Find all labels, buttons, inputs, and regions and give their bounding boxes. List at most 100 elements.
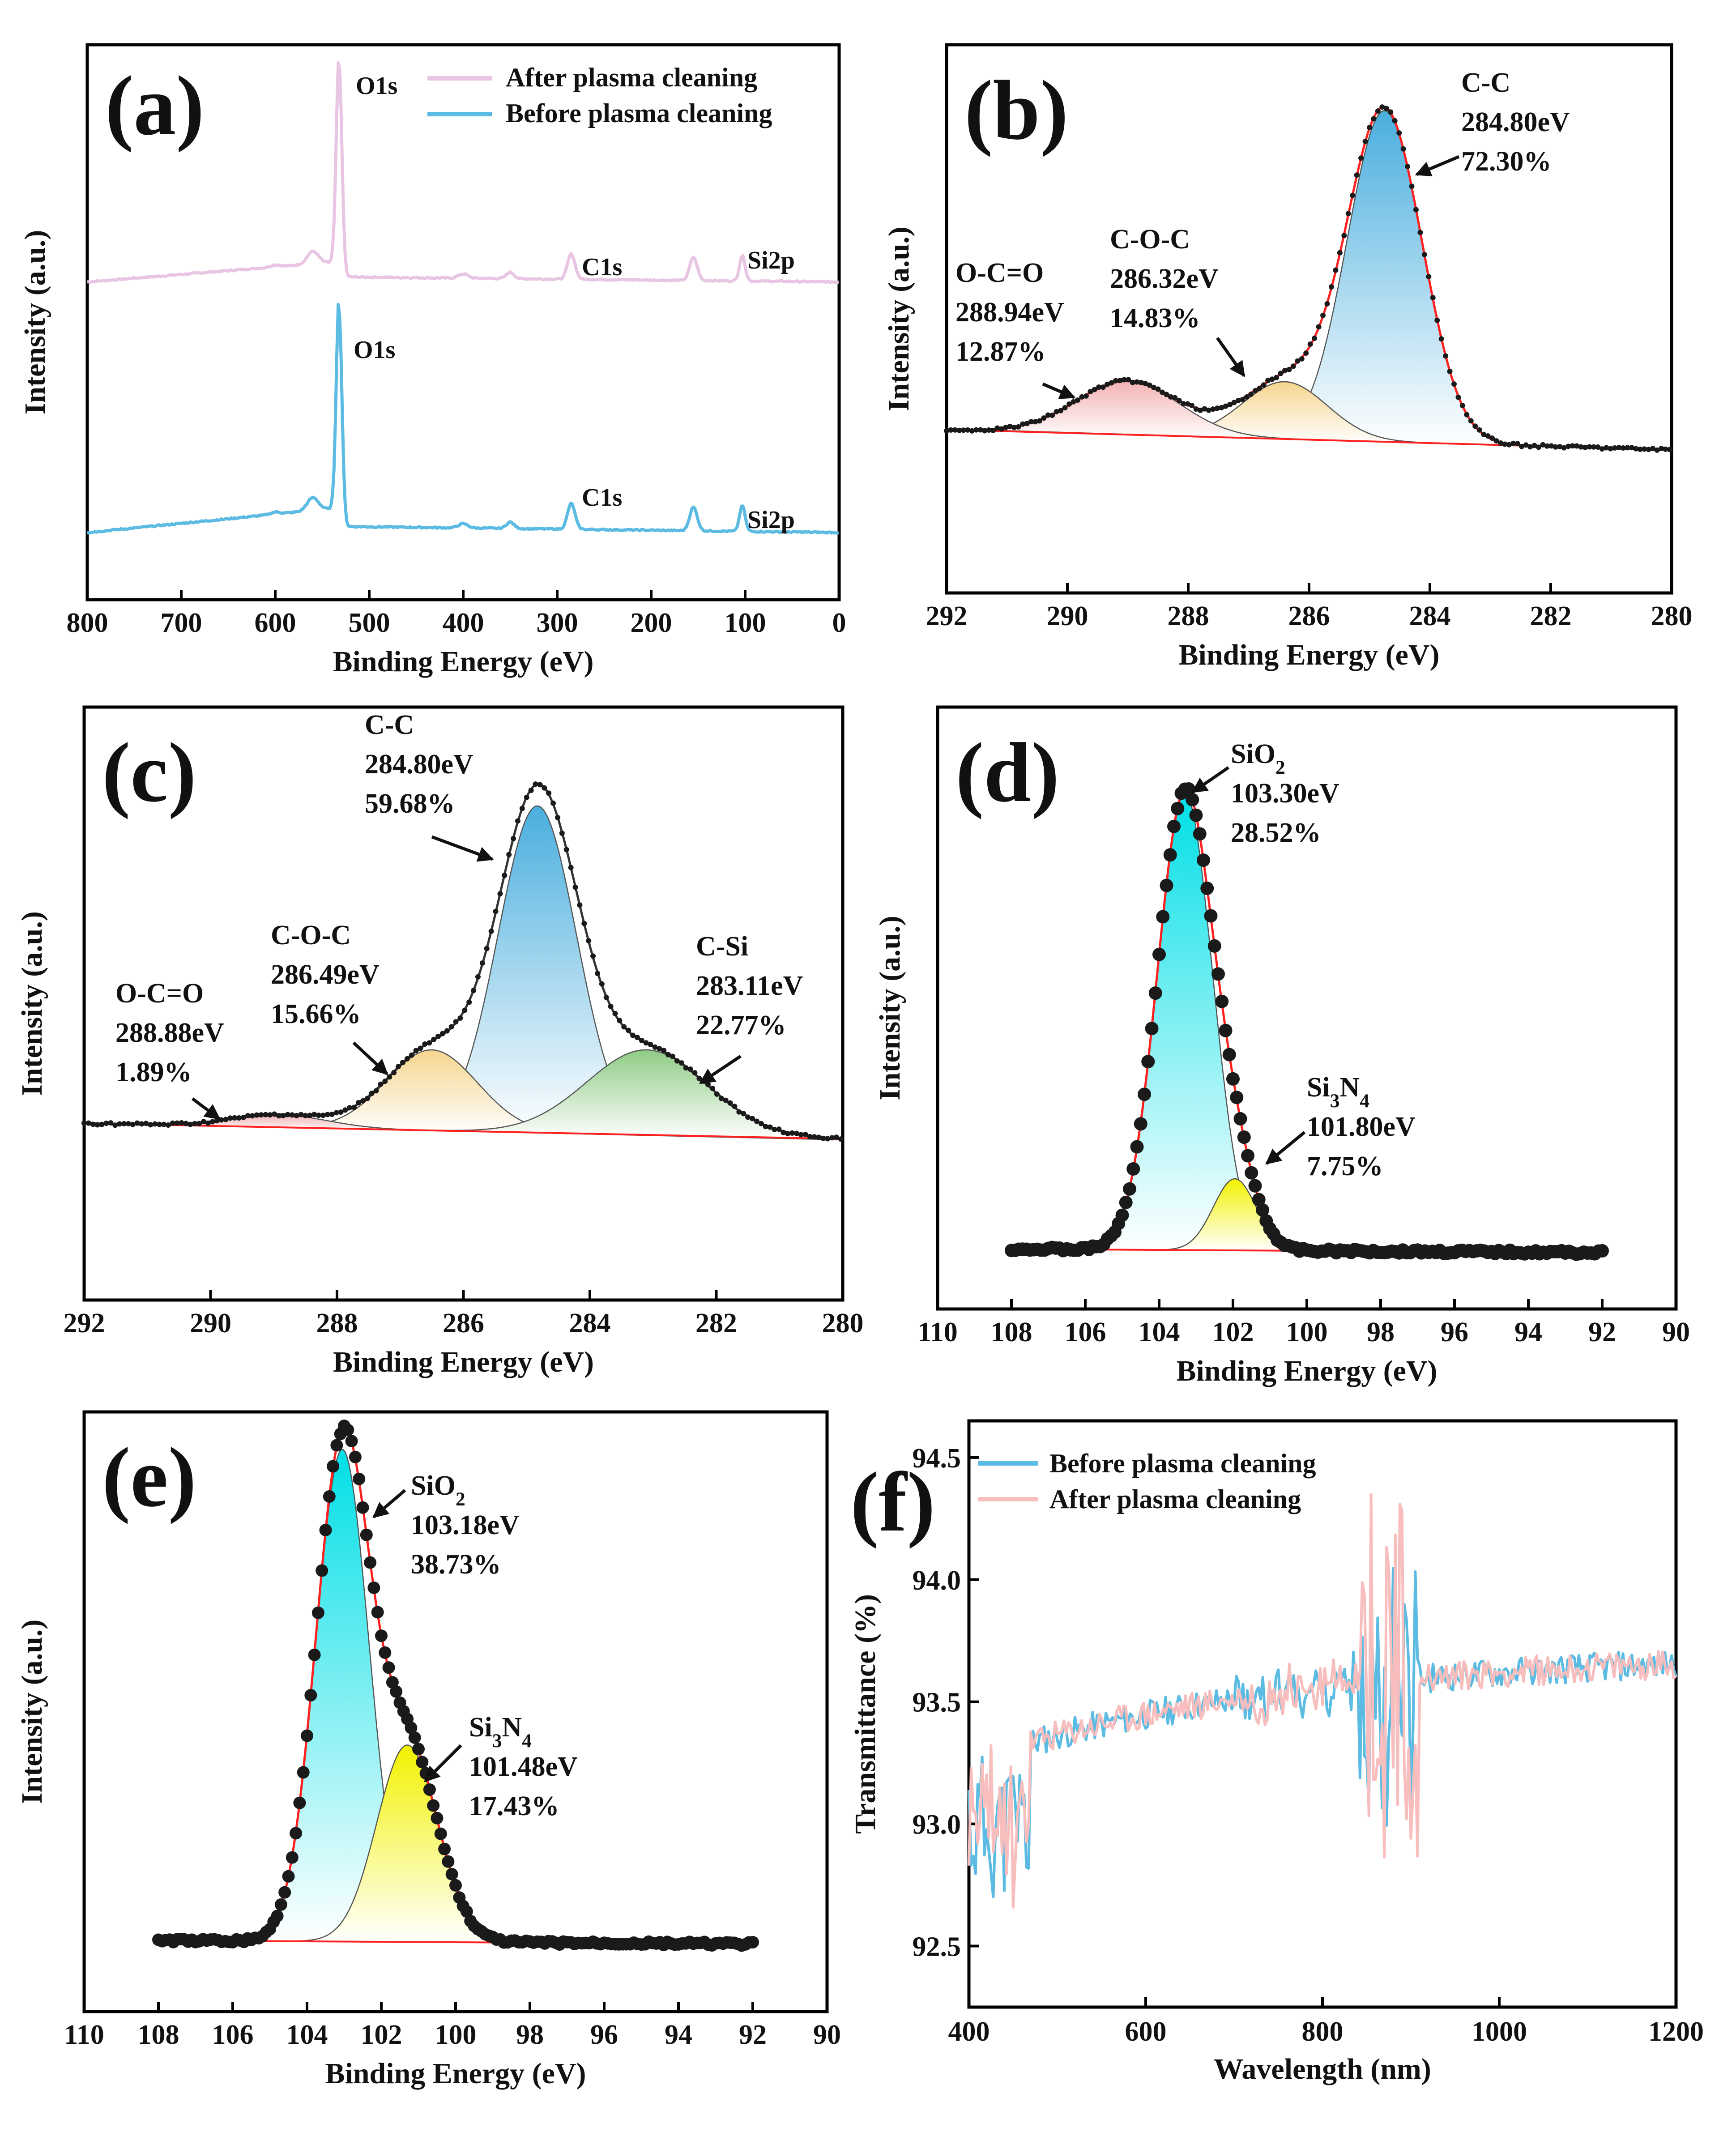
data-point [371,1606,384,1619]
data-point [475,974,481,980]
x-tick-label: 1000 [1472,2017,1527,2047]
x-tick-label: 96 [590,2020,618,2050]
label-SiO2-2: 38.73% [411,1549,501,1580]
data-point [99,1121,105,1127]
data-point [1233,1112,1247,1126]
label-O-C=O-2: 12.87% [955,337,1046,367]
data-point [285,1112,290,1117]
x-axis-title: Binding Energy (eV) [325,2057,586,2090]
x-tick-label: 500 [349,608,390,638]
data-point [1328,284,1334,290]
data-point [1282,367,1288,373]
data-point [1392,118,1398,124]
data-point [174,1120,180,1126]
data-point [353,1472,366,1485]
data-point [960,427,966,433]
x-tick-label: 90 [813,2020,841,2050]
data-point [1459,403,1465,409]
data-point [727,1100,733,1106]
data-point [994,425,1000,431]
x-tick-label: 110 [917,1317,958,1347]
component-peak-sio2 [1074,793,1297,1252]
data-point [1181,401,1186,407]
data-point [423,1783,436,1796]
data-point [356,1501,369,1514]
data-point [294,1113,299,1118]
x-tick-label: 280 [822,1308,864,1339]
data-point [1379,104,1385,110]
data-point [276,1113,282,1119]
data-point [1396,130,1402,136]
data-point [1578,444,1584,450]
data-point [290,1827,303,1840]
data-point [948,427,954,433]
data-point [1092,387,1097,392]
x-tick-label: 286 [1288,601,1330,631]
data-point [1207,939,1221,953]
data-point [838,1136,844,1142]
data-point [1164,392,1169,397]
label-C-O-C-2: 14.83% [1110,303,1200,333]
data-point [1337,250,1343,256]
x-tick-label: 400 [948,2017,990,2047]
data-point [1481,431,1487,437]
data-point [1312,335,1318,341]
data-point [807,1134,813,1139]
label-O-C=O-0: O-C=O [115,978,204,1009]
data-point [986,427,992,433]
data-point [630,1032,636,1038]
label-C-C-1: 284.80eV [1461,107,1570,137]
data-point [1244,394,1250,400]
x-tick-label: 102 [361,2020,402,2050]
x-tick-label: 288 [316,1308,358,1339]
data-point [1032,419,1038,425]
label-O-C=O-1: 288.94eV [955,297,1064,328]
data-point [820,1135,826,1141]
data-point [327,1460,340,1473]
data-point [112,1122,118,1128]
x-tick-label: 282 [695,1308,737,1339]
data-point [1202,406,1207,412]
x-tick-label: 104 [286,2020,328,2050]
data-point [1236,397,1241,403]
data-point [240,1115,246,1121]
x-tick-label: 104 [1139,1317,1180,1347]
data-point [1130,1140,1144,1154]
data-point [245,1113,251,1119]
panel-label-e: (e) [102,1431,196,1525]
data-point [745,1114,751,1120]
data-point [1003,425,1009,431]
data-point [1354,172,1360,178]
data-point [559,830,565,836]
data-point [1126,1162,1140,1176]
data-point [1198,407,1203,413]
data-point [982,428,988,434]
data-point [1210,406,1216,412]
data-point [1145,1022,1159,1036]
data-point [1557,444,1563,450]
data-point [1088,389,1093,395]
data-point [1654,447,1660,453]
label-C-O-C-0: C-O-C [271,920,351,951]
data-point [301,1729,313,1742]
x-tick-label: 90 [1662,1317,1690,1347]
x-axis-title: Binding Energy (eV) [333,1346,594,1378]
x-tick-label: 800 [1302,2017,1344,2047]
data-point [1400,146,1406,152]
data-point [1189,403,1195,409]
data-point [1156,910,1170,924]
data-point [511,836,516,841]
data-point [391,1070,397,1075]
data-point [466,999,472,1005]
data-point [1130,379,1135,385]
data-point [1510,440,1516,446]
data-point [1237,1130,1251,1144]
x-tick-label: 1200 [1648,2017,1704,2047]
data-point [497,891,503,897]
data-point [1523,442,1529,448]
data-point [434,1827,447,1840]
x-tick-label: 106 [212,2020,254,2050]
label-O-C=O-1: 288.88eV [115,1018,224,1048]
data-point [1230,1091,1244,1104]
data-point [188,1121,193,1127]
